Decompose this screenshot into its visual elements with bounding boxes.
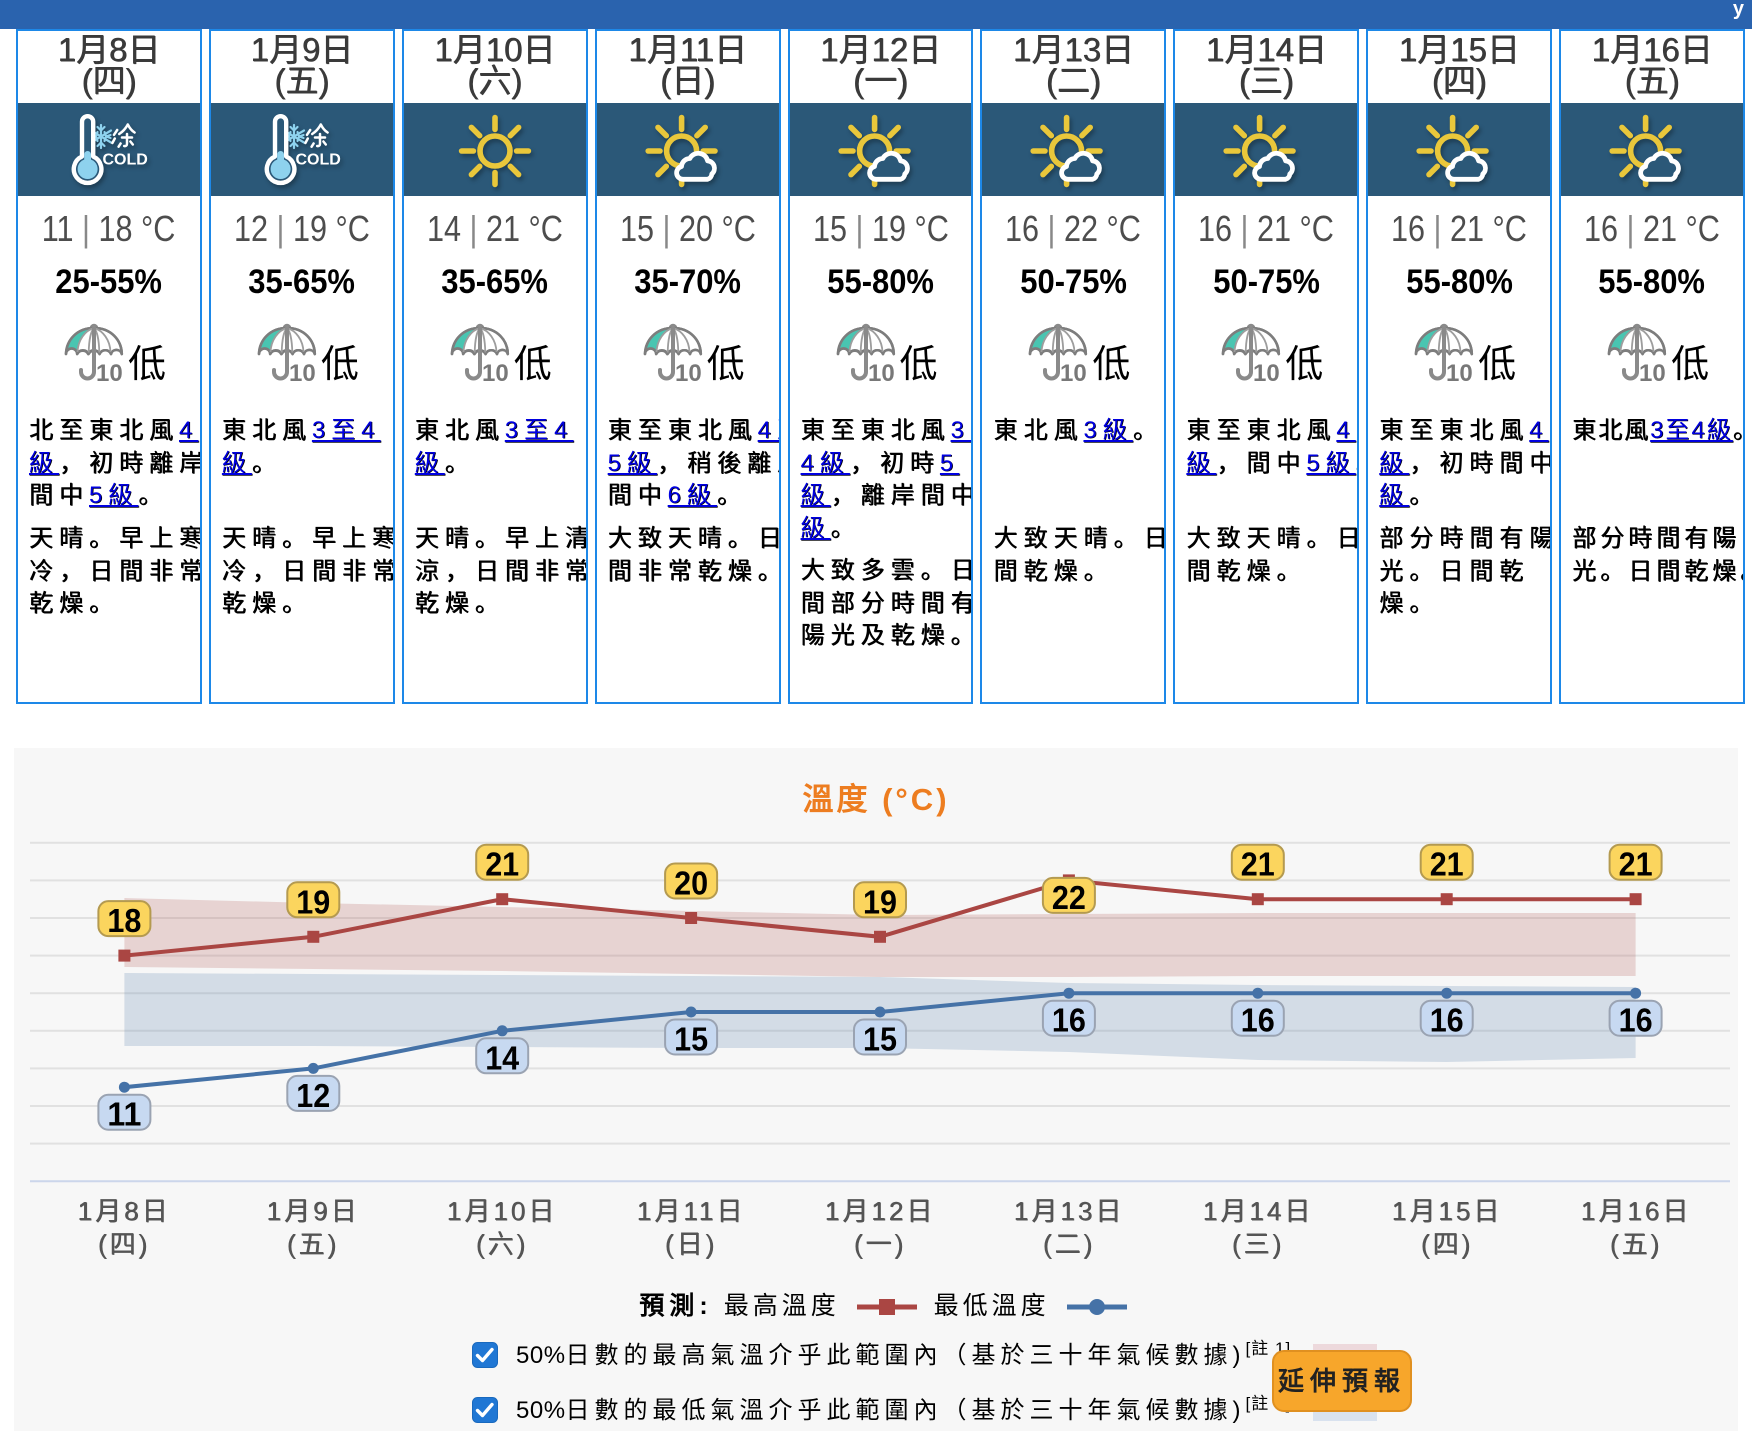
svg-text:19: 19: [863, 883, 897, 920]
svg-text:12: 12: [296, 1077, 330, 1114]
svg-text:COLD: COLD: [295, 152, 340, 169]
svg-text:14: 14: [485, 1039, 520, 1076]
svg-text:18: 18: [107, 902, 141, 939]
svg-text:16: 16: [1052, 1002, 1086, 1039]
svg-text:16: 16: [1241, 1002, 1275, 1039]
svg-text:21: 21: [1619, 846, 1653, 883]
svg-text:15: 15: [863, 1021, 897, 1058]
svg-text:COLD: COLD: [102, 152, 147, 169]
svg-text:10: 10: [1446, 360, 1473, 385]
svg-text:21: 21: [1241, 846, 1275, 883]
svg-text:21: 21: [485, 846, 519, 883]
svg-text:10: 10: [868, 360, 895, 385]
svg-text:10: 10: [675, 360, 702, 385]
svg-text:19: 19: [296, 883, 330, 920]
svg-text:11: 11: [107, 1096, 141, 1133]
svg-text:16: 16: [1619, 1002, 1653, 1039]
svg-text:10: 10: [289, 360, 316, 385]
svg-text:10: 10: [1060, 360, 1087, 385]
svg-text:20: 20: [674, 865, 708, 902]
svg-text:10: 10: [96, 360, 123, 385]
svg-text:15: 15: [674, 1021, 708, 1058]
svg-text:21: 21: [1430, 846, 1464, 883]
svg-text:16: 16: [1430, 1002, 1464, 1039]
svg-text:10: 10: [1253, 360, 1280, 385]
svg-text:22: 22: [1052, 879, 1086, 916]
svg-text:10: 10: [482, 360, 509, 385]
svg-text:10: 10: [1639, 360, 1666, 385]
